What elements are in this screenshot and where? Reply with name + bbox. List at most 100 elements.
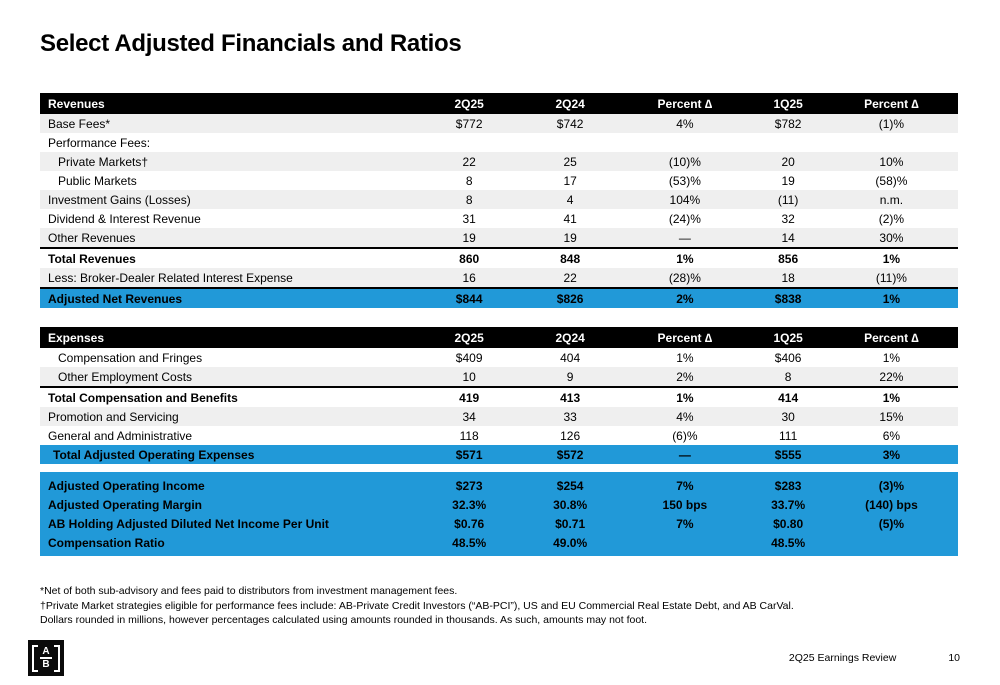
cell-value: 118	[459, 428, 479, 443]
table-row: Less: Broker-Dealer Related Interest Exp…	[40, 268, 958, 287]
cell-value: 1%	[676, 390, 694, 405]
footnote-base-fees: *Net of both sub-advisory and fees paid …	[40, 585, 458, 597]
cell-value: $283	[774, 478, 802, 493]
row-label: Public Markets	[58, 173, 137, 188]
row-label: Dividend & Interest Revenue	[48, 211, 201, 226]
cell-value: $838	[774, 291, 802, 306]
cell-value: 15%	[879, 409, 904, 424]
cell-value: 126	[560, 428, 581, 443]
slide-footer: A B 2Q25 Earnings Review 10	[28, 640, 960, 676]
cell-value: 1%	[882, 291, 901, 306]
table-row: Base Fees* $772 $742 4% $782 (1)%	[40, 114, 958, 133]
row-label: Adjusted Operating Margin	[48, 497, 203, 512]
cell-value: 48.5%	[452, 535, 487, 550]
row-label: Total Revenues	[48, 251, 136, 266]
summary-block: Adjusted Operating Income $273 $254 7% $283 (…	[40, 472, 958, 556]
cell-value: (3)%	[878, 478, 905, 493]
table-row: Performance Fees:	[40, 133, 958, 152]
cell-value: $555	[774, 447, 802, 462]
cell-value: 34	[462, 409, 476, 424]
cell-value: 1%	[882, 251, 901, 266]
cell-value: 860	[459, 251, 480, 266]
cell-value: 22	[462, 154, 476, 169]
table-row: Total Revenues 860 848 1% 856 1%	[40, 247, 958, 268]
cell-value: 404	[560, 350, 581, 365]
row-label: Base Fees*	[48, 116, 111, 131]
row-label: Total Compensation and Benefits	[48, 390, 238, 405]
cell-value: 22%	[879, 369, 904, 384]
cell-value: (6)%	[672, 428, 698, 443]
row-label: AB Holding Adjusted Diluted Net Income P…	[48, 516, 329, 531]
cell-value: 1%	[676, 251, 694, 266]
table-row: Total Adjusted Operating Expenses $571 $57…	[40, 445, 958, 464]
cell-value: 9	[566, 369, 574, 384]
cell-value: $406	[774, 350, 802, 365]
logo-left-bracket	[32, 644, 38, 672]
cell-value: (24)%	[668, 211, 701, 226]
cell-value: 16	[462, 270, 476, 285]
ab-logo: A B	[28, 640, 64, 676]
cell-value: $572	[556, 447, 584, 462]
cell-value: (11)%	[875, 270, 907, 285]
column-header: Percent ∆	[657, 96, 713, 111]
cell-value: 8	[465, 192, 473, 207]
cell-value: 32.3%	[452, 497, 487, 512]
logo-right-bracket	[54, 644, 60, 672]
cell-value: 414	[778, 390, 799, 405]
cell-value: 848	[560, 251, 581, 266]
footer-right: 2Q25 Earnings Review 10	[789, 652, 960, 664]
cell-value: (53)%	[668, 173, 701, 188]
table-row: Adjusted Operating Margin 32.3% 30.8% 150 b…	[40, 495, 958, 514]
page-title: Select Adjusted Financials and Ratios	[40, 30, 462, 57]
cell-value: n.m.	[879, 192, 904, 207]
cell-value: (5)%	[878, 516, 905, 531]
cell-value: 2%	[676, 369, 694, 384]
row-label: Compensation and Fringes	[58, 350, 203, 365]
cell-value: 2%	[676, 291, 694, 306]
cell-value: 30	[781, 409, 795, 424]
cell-value: —	[678, 230, 691, 245]
cell-value: 41	[563, 211, 577, 226]
column-header: Percent ∆	[864, 96, 919, 111]
table-row: Compensation Ratio 48.5% 49.0% 48.5%	[40, 533, 958, 552]
cell-value: 6%	[882, 428, 901, 443]
cell-value: 104%	[669, 192, 701, 207]
table-header-row: Expenses 2Q25 2Q24 Percent ∆ 1Q25 Percent ∆	[40, 327, 958, 348]
cell-value: $254	[556, 478, 584, 493]
logo-letters: A B	[40, 647, 52, 670]
footnote-rounding: Dollars rounded in millions, however per…	[40, 614, 648, 626]
revenues-table: Revenues 2Q25 2Q24 Percent ∆ 1Q25 Percent ∆ Ba…	[40, 93, 958, 308]
cell-value: $0.71	[555, 516, 586, 531]
column-header: 2Q25	[454, 330, 484, 345]
cell-value: 3%	[882, 447, 901, 462]
cell-value: 14	[781, 230, 795, 245]
column-header: 1Q25	[773, 330, 803, 345]
cell-value: 33.7%	[771, 497, 806, 512]
cell-value: 49.0%	[553, 535, 588, 550]
cell-value: $742	[556, 116, 584, 131]
table-row: Compensation and Fringes $409 404 1% $406 1%	[40, 348, 958, 367]
cell-value: 30.8%	[553, 497, 588, 512]
cell-value: 856	[778, 251, 799, 266]
column-header: Percent ∆	[864, 330, 919, 345]
cell-value: $409	[455, 350, 483, 365]
cell-value: 419	[459, 390, 480, 405]
row-label: Promotion and Servicing	[48, 409, 179, 424]
table-header-row: Revenues 2Q25 2Q24 Percent ∆ 1Q25 Percent ∆	[40, 93, 958, 114]
table-title: Revenues	[48, 96, 105, 111]
cell-value: $826	[556, 291, 584, 306]
cell-value: 150 bps	[662, 497, 708, 512]
deck-name: 2Q25 Earnings Review	[788, 652, 897, 664]
cell-value: 25	[563, 154, 577, 169]
row-label: Other Revenues	[48, 230, 136, 245]
cell-value: 19	[563, 230, 577, 245]
cell-value: $273	[455, 478, 483, 493]
expenses-table: Expenses 2Q25 2Q24 Percent ∆ 1Q25 Percent ∆ Co…	[40, 327, 958, 464]
cell-value: $571	[455, 447, 483, 462]
table-row: Investment Gains (Losses) 8 4 104% (11) n.m.	[40, 190, 958, 209]
cell-value: 20	[781, 154, 795, 169]
column-header: 2Q24	[555, 330, 585, 345]
table-row: Public Markets 8 17 (53)% 19 (58)%	[40, 171, 958, 190]
row-label: Adjusted Net Revenues	[48, 291, 183, 306]
